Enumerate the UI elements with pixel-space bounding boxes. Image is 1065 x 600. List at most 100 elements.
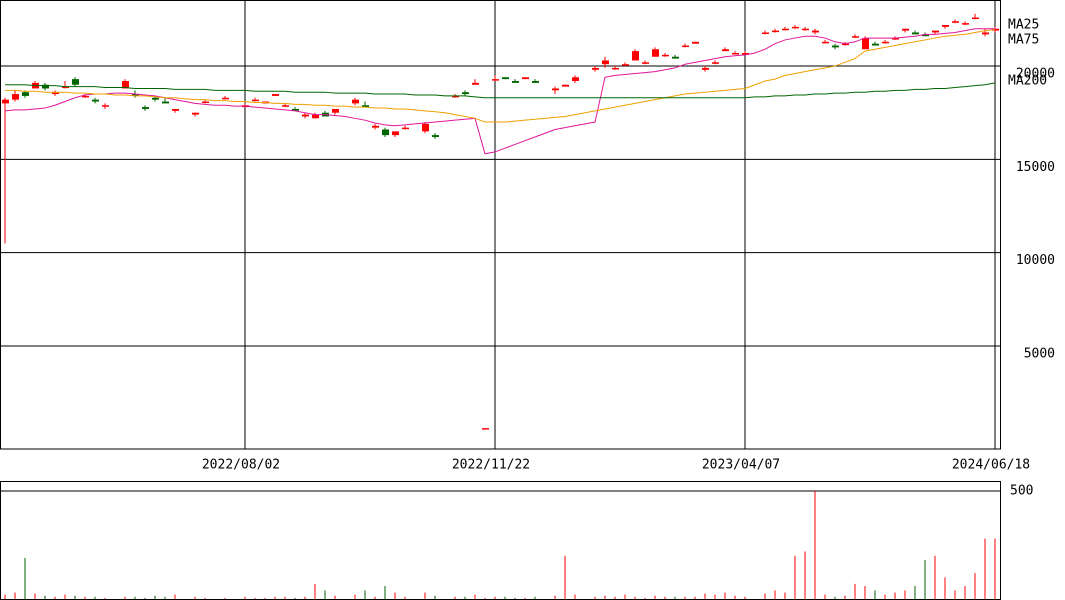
volume-bar	[304, 596, 306, 599]
volume-tick-label: 500	[1010, 483, 1033, 498]
candle-body	[632, 51, 639, 61]
volume-bar	[684, 596, 686, 599]
candle-body	[992, 28, 999, 31]
volume-bar	[654, 595, 656, 599]
candle-body	[642, 62, 649, 64]
x-tick-label: 2023/04/07	[702, 458, 780, 473]
volume-bar	[604, 595, 606, 599]
volume-bar	[334, 595, 336, 599]
volume-bar	[904, 590, 906, 599]
candle-body	[532, 80, 539, 83]
volume-bar	[264, 597, 266, 599]
volume-bar	[294, 597, 296, 599]
volume-bar	[894, 592, 896, 599]
volume-bar	[244, 596, 246, 599]
candle-body	[952, 21, 959, 23]
candle-body	[672, 56, 679, 59]
volume-bar	[314, 583, 316, 599]
volume-bar	[164, 596, 166, 599]
candle-body	[472, 82, 479, 85]
legend-label: MA25	[1008, 18, 1039, 33]
ma-line	[5, 82, 996, 99]
volume-bar	[814, 490, 816, 599]
volume-bar	[734, 595, 736, 599]
volume-bar	[594, 596, 596, 599]
candle-body	[932, 30, 939, 33]
candle-body	[282, 105, 289, 107]
candle-body	[962, 23, 969, 25]
candle-body	[302, 114, 309, 117]
candle-body	[692, 41, 699, 44]
volume-bar	[744, 596, 746, 599]
legend-label: MA200	[1008, 74, 1047, 89]
candle-body	[792, 26, 799, 29]
volume-bar	[944, 577, 946, 599]
volume-bar	[24, 557, 26, 599]
volume-bar	[974, 573, 976, 599]
candle-body	[272, 94, 279, 96]
volume-bar	[454, 596, 456, 599]
volume-bar	[554, 595, 556, 599]
x-tick-label: 2024/06/18	[952, 458, 1030, 473]
volume-bar	[674, 596, 676, 599]
volume-bar	[784, 592, 786, 599]
volume-bar	[884, 594, 886, 599]
volume-bar	[824, 594, 826, 599]
candle-body	[222, 97, 229, 100]
candle-body	[372, 125, 379, 128]
candle-body	[202, 101, 209, 104]
volume-bar	[994, 538, 996, 599]
candle-body	[192, 112, 199, 115]
candle-body	[942, 25, 949, 27]
volume-bar	[644, 597, 646, 599]
candle-body	[832, 45, 839, 48]
candle-body	[432, 135, 439, 137]
volume-bar	[704, 593, 706, 599]
candle-body	[102, 105, 109, 107]
volume-bar	[564, 555, 566, 599]
candle-body	[772, 30, 779, 33]
candle-body	[422, 123, 429, 132]
candle-body	[602, 60, 609, 65]
candle-body	[842, 43, 849, 46]
volume-bar	[394, 592, 396, 599]
volume-bar	[354, 594, 356, 599]
volume-bar	[514, 597, 516, 599]
candle-body	[382, 129, 389, 136]
volume-bar	[124, 596, 126, 599]
volume-bar	[844, 595, 846, 599]
candle-body	[682, 45, 689, 48]
volume-bar	[224, 597, 226, 599]
candle-body	[982, 32, 989, 35]
candle-body	[2, 99, 9, 104]
candle-body	[502, 77, 509, 80]
candle-body	[462, 92, 469, 95]
volume-bar	[924, 560, 926, 599]
y-tick-label: 10000	[1016, 253, 1055, 268]
volume-bar	[194, 596, 196, 599]
volume-bar	[914, 586, 916, 599]
candle-body	[872, 43, 879, 46]
candle-body	[892, 38, 899, 40]
candle-body	[62, 86, 69, 89]
candle-body	[42, 84, 49, 89]
candle-body	[72, 79, 79, 85]
candle-body	[252, 99, 259, 102]
volume-bar	[954, 590, 956, 599]
candle-body	[922, 34, 929, 37]
volume-bar	[484, 597, 486, 599]
y-tick-label: 15000	[1016, 160, 1055, 175]
volume-bar	[174, 594, 176, 599]
candle-body	[702, 67, 709, 70]
candle-body	[552, 88, 559, 91]
volume-bar	[624, 594, 626, 599]
volume-bar	[424, 592, 426, 599]
candle-body	[162, 101, 169, 104]
candle-body	[852, 36, 859, 38]
candle-body	[122, 80, 129, 89]
x-tick-label: 2022/11/22	[452, 458, 530, 473]
price-panel	[0, 0, 1001, 450]
candle-body	[912, 32, 919, 35]
